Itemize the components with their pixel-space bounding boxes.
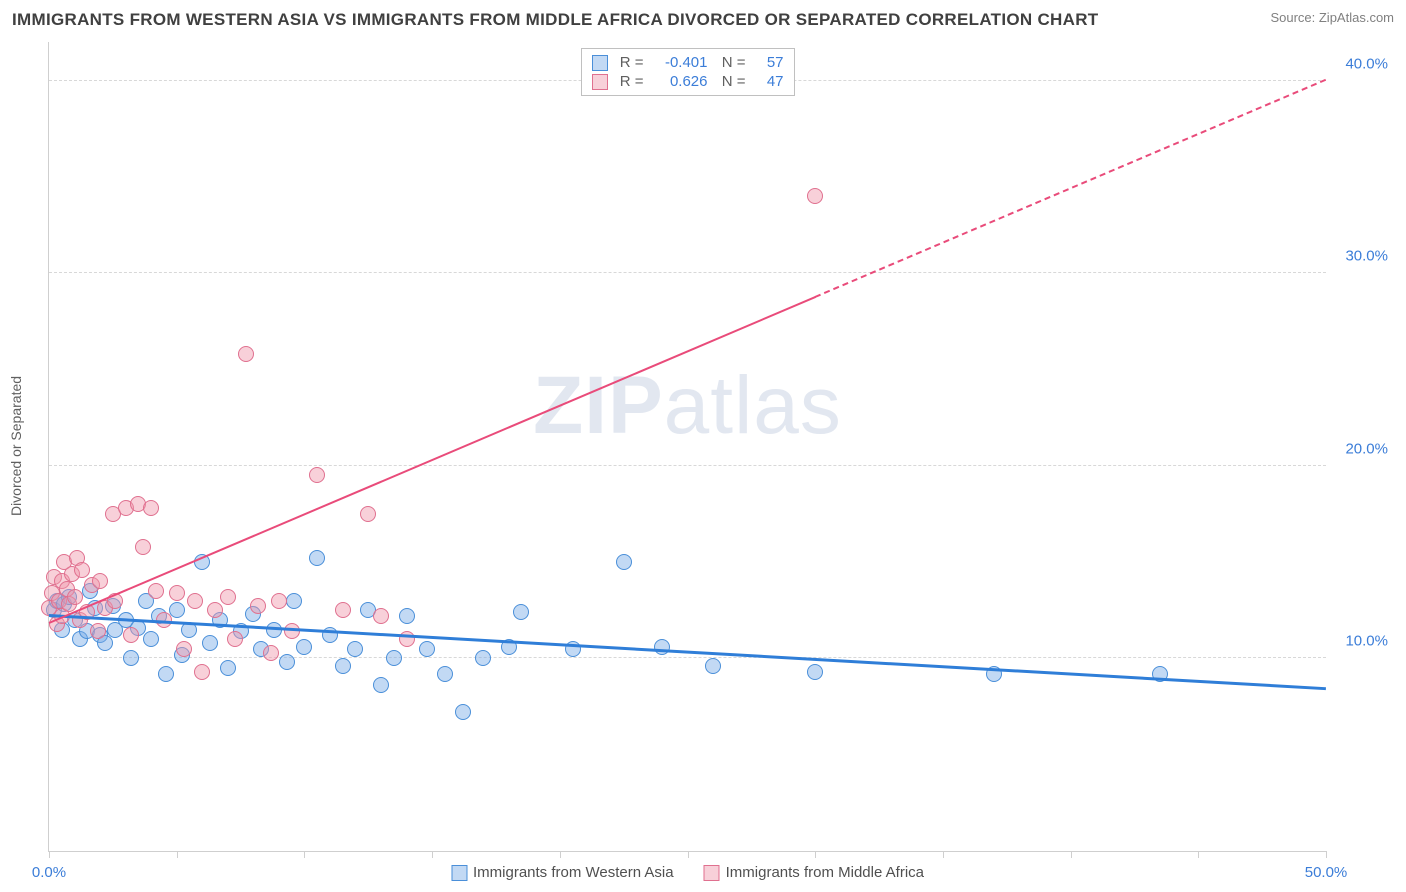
- scatter-point: [284, 623, 300, 639]
- scatter-point: [419, 641, 435, 657]
- y-tick-label: 10.0%: [1333, 633, 1388, 650]
- scatter-point: [74, 562, 90, 578]
- x-tick: [688, 851, 689, 858]
- n-label: N =: [722, 73, 746, 90]
- series-legend: Immigrants from Western Asia Immigrants f…: [451, 864, 924, 881]
- scatter-point: [271, 593, 287, 609]
- n-value: 57: [754, 54, 784, 71]
- gridline: [49, 465, 1326, 466]
- trend-line: [815, 79, 1327, 298]
- scatter-point: [220, 589, 236, 605]
- scatter-point: [92, 573, 108, 589]
- watermark: ZIPatlas: [533, 359, 842, 453]
- scatter-point: [286, 593, 302, 609]
- legend-swatch: [451, 865, 467, 881]
- scatter-point: [705, 658, 721, 674]
- scatter-point: [335, 658, 351, 674]
- x-tick: [560, 851, 561, 858]
- chart-plot-area: ZIPatlas R =-0.401N =57R =0.626N =47 Imm…: [48, 42, 1326, 852]
- scatter-point: [296, 639, 312, 655]
- trend-line: [49, 614, 1326, 690]
- scatter-point: [176, 641, 192, 657]
- n-label: N =: [722, 54, 746, 71]
- scatter-point: [335, 602, 351, 618]
- gridline: [49, 657, 1326, 658]
- correlation-legend: R = -0.401 N = 57 R = 0.626 N = 47: [581, 48, 795, 96]
- x-tick: [432, 851, 433, 858]
- chart-title: IMMIGRANTS FROM WESTERN ASIA VS IMMIGRAN…: [12, 10, 1098, 30]
- scatter-point: [143, 500, 159, 516]
- scatter-point: [807, 664, 823, 680]
- scatter-point: [309, 550, 325, 566]
- scatter-point: [187, 593, 203, 609]
- scatter-point: [202, 635, 218, 651]
- scatter-point: [437, 666, 453, 682]
- scatter-point: [90, 623, 106, 639]
- r-label: R =: [616, 54, 644, 71]
- scatter-point: [807, 188, 823, 204]
- scatter-point: [148, 583, 164, 599]
- n-value: 47: [754, 73, 784, 90]
- r-value: 0.626: [652, 73, 708, 90]
- scatter-point: [135, 539, 151, 555]
- legend-swatch: [704, 865, 720, 881]
- scatter-point: [386, 650, 402, 666]
- legend-stat-row: R = 0.626 N = 47: [592, 72, 784, 91]
- gridline: [49, 272, 1326, 273]
- legend-series-label: Immigrants from Middle Africa: [726, 864, 924, 881]
- scatter-point: [143, 631, 159, 647]
- scatter-point: [654, 639, 670, 655]
- x-tick: [177, 851, 178, 858]
- scatter-point: [279, 654, 295, 670]
- scatter-point: [220, 660, 236, 676]
- y-tick-label: 20.0%: [1333, 440, 1388, 457]
- scatter-point: [399, 608, 415, 624]
- x-tick-label: 50.0%: [1305, 864, 1348, 881]
- x-tick: [943, 851, 944, 858]
- scatter-point: [169, 585, 185, 601]
- scatter-point: [373, 608, 389, 624]
- scatter-point: [360, 506, 376, 522]
- x-tick: [49, 851, 50, 858]
- scatter-point: [194, 664, 210, 680]
- scatter-point: [513, 604, 529, 620]
- scatter-point: [373, 677, 389, 693]
- scatter-point: [309, 467, 325, 483]
- source-label: Source: ZipAtlas.com: [1270, 10, 1394, 25]
- x-tick: [1198, 851, 1199, 858]
- scatter-point: [475, 650, 491, 666]
- scatter-point: [123, 650, 139, 666]
- scatter-point: [158, 666, 174, 682]
- y-axis-label: Divorced or Separated: [8, 376, 24, 516]
- x-tick: [815, 851, 816, 858]
- legend-series-label: Immigrants from Western Asia: [473, 864, 674, 881]
- x-tick-label: 0.0%: [32, 864, 66, 881]
- scatter-point: [263, 645, 279, 661]
- y-tick-label: 30.0%: [1333, 248, 1388, 265]
- x-tick: [1326, 851, 1327, 858]
- scatter-point: [455, 704, 471, 720]
- legend-series-item: Immigrants from Middle Africa: [704, 864, 924, 881]
- legend-swatch: [592, 74, 608, 90]
- scatter-point: [207, 602, 223, 618]
- x-tick: [1071, 851, 1072, 858]
- scatter-point: [123, 627, 139, 643]
- scatter-point: [616, 554, 632, 570]
- scatter-point: [227, 631, 243, 647]
- legend-series-item: Immigrants from Western Asia: [451, 864, 674, 881]
- r-value: -0.401: [652, 54, 708, 71]
- y-tick-label: 40.0%: [1333, 55, 1388, 72]
- legend-swatch: [592, 55, 608, 71]
- legend-stat-row: R = -0.401 N = 57: [592, 53, 784, 72]
- x-tick: [304, 851, 305, 858]
- r-label: R =: [616, 73, 644, 90]
- scatter-point: [67, 589, 83, 605]
- trend-line: [49, 296, 816, 624]
- scatter-point: [250, 598, 266, 614]
- scatter-point: [347, 641, 363, 657]
- scatter-point: [238, 346, 254, 362]
